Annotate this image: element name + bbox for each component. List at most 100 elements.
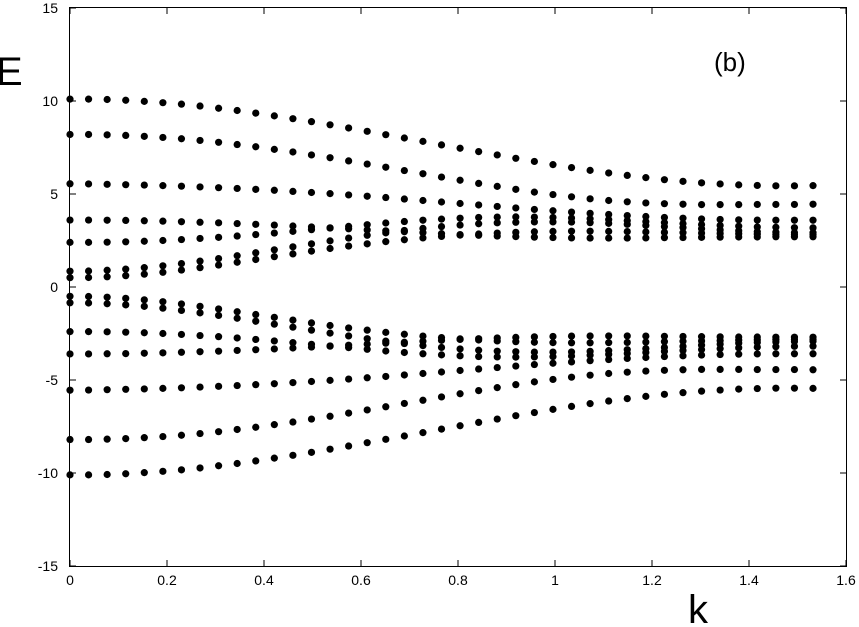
data-point	[605, 350, 613, 358]
data-point	[512, 412, 520, 420]
data-point	[103, 216, 111, 224]
data-point	[270, 421, 278, 429]
data-point	[679, 214, 687, 222]
data-point	[809, 182, 817, 190]
data-point	[270, 313, 278, 321]
data-point	[493, 363, 501, 372]
data-point	[307, 247, 316, 255]
data-point	[419, 369, 427, 378]
data-point	[772, 230, 780, 238]
data-point	[809, 230, 817, 239]
data-point	[196, 102, 204, 110]
data-point	[567, 208, 576, 216]
data-point	[660, 332, 669, 340]
data-point	[196, 383, 204, 391]
data-point	[809, 350, 817, 358]
data-point	[307, 343, 316, 351]
x-tick-label: 0.2	[157, 572, 177, 588]
data-point	[363, 374, 371, 382]
data-point	[233, 425, 241, 434]
y-tick-label: 0	[50, 279, 58, 295]
data-point	[326, 224, 334, 232]
data-point	[363, 335, 371, 343]
data-point	[567, 358, 576, 366]
data-point	[753, 230, 761, 238]
data-point	[419, 396, 427, 404]
data-point	[697, 201, 706, 209]
data-point	[642, 338, 650, 346]
data-point	[252, 185, 260, 193]
data-point	[140, 385, 148, 393]
data-point	[549, 405, 557, 413]
data-point	[400, 330, 408, 338]
data-point	[307, 226, 316, 234]
data-point	[735, 181, 743, 189]
data-point	[493, 353, 501, 361]
data-point	[84, 435, 93, 444]
data-point	[215, 219, 223, 227]
data-point	[122, 131, 130, 140]
data-point	[419, 196, 427, 205]
data-point	[103, 273, 111, 281]
data-point	[289, 148, 297, 156]
data-point	[233, 459, 241, 468]
data-point	[289, 379, 297, 387]
data-point	[679, 352, 687, 360]
data-point	[382, 372, 390, 381]
data-point	[382, 238, 390, 246]
data-point	[400, 166, 408, 175]
data-point	[623, 198, 631, 206]
data-point	[586, 400, 594, 408]
data-point	[177, 300, 186, 308]
plot-frame	[69, 7, 847, 567]
data-point	[512, 185, 520, 193]
data-point	[549, 190, 557, 199]
data-point	[363, 192, 371, 200]
data-point	[679, 366, 687, 374]
data-points	[66, 95, 817, 479]
y-tick-label: 5	[50, 186, 58, 202]
data-point	[456, 214, 464, 222]
data-point	[382, 435, 390, 443]
data-point	[326, 237, 334, 245]
data-point	[567, 332, 576, 340]
data-point	[289, 451, 297, 459]
band-series-6	[66, 218, 817, 275]
data-point	[512, 154, 520, 162]
data-point	[177, 431, 186, 439]
data-point	[252, 230, 260, 239]
data-point	[233, 232, 241, 240]
data-point	[215, 305, 223, 313]
data-point	[159, 99, 167, 107]
data-point	[679, 389, 687, 397]
y-tick-label: 10	[42, 93, 58, 109]
data-point	[66, 95, 74, 103]
data-point	[270, 246, 278, 254]
data-point	[697, 345, 706, 354]
data-point	[809, 384, 817, 392]
data-point	[233, 308, 241, 316]
data-point	[66, 238, 74, 246]
data-point	[215, 184, 223, 192]
data-point	[66, 292, 74, 300]
data-point	[400, 195, 408, 203]
data-point	[140, 296, 148, 304]
data-point	[549, 339, 557, 347]
data-point	[437, 393, 446, 401]
data-point	[753, 384, 761, 393]
data-point	[605, 355, 613, 364]
data-point	[345, 375, 353, 383]
data-point	[475, 201, 483, 209]
data-point	[345, 234, 353, 242]
data-point	[326, 154, 334, 162]
data-point	[642, 221, 650, 230]
data-point	[790, 342, 799, 350]
data-point	[586, 371, 594, 379]
data-point	[66, 216, 74, 224]
data-point	[809, 200, 817, 208]
data-point	[660, 390, 669, 398]
data-point	[586, 332, 594, 340]
data-point	[530, 157, 538, 166]
data-point	[382, 131, 390, 139]
data-point	[530, 228, 538, 236]
